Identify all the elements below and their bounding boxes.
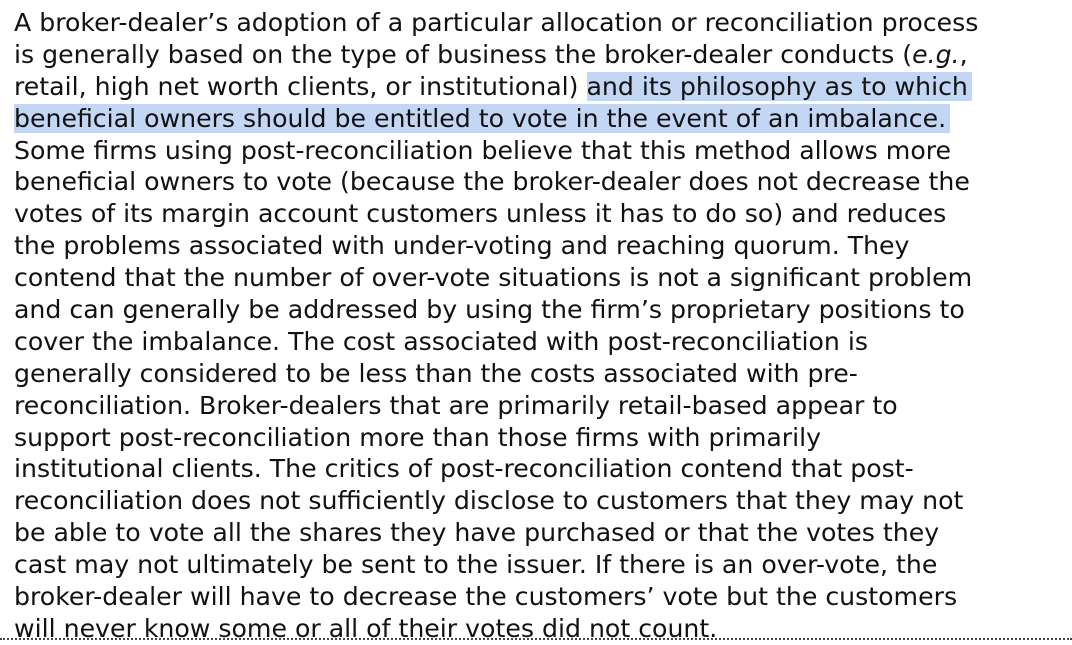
text-line: broker-dealer will have to decrease the … — [14, 581, 1064, 613]
text-segment: and can generally be addressed by using … — [14, 295, 965, 325]
text-segment: votes of its margin account customers un… — [14, 199, 947, 229]
text-line: support post-reconciliation more than th… — [14, 422, 1064, 454]
text-segment: support post-reconciliation more than th… — [14, 422, 822, 452]
page-edge-dotted-rule — [0, 638, 1072, 640]
text-line: votes of its margin account customers un… — [14, 198, 1064, 230]
text-segment: beneficial owners to vote (because the b… — [14, 167, 970, 197]
italic-text: e.g. — [912, 39, 960, 69]
text-line: cast may not ultimately be sent to the i… — [14, 549, 1064, 581]
text-segment: institutional clients. The critics of po… — [14, 454, 914, 484]
text-line: reconciliation does not sufficiently dis… — [14, 485, 1064, 517]
text-segment: cast may not ultimately be sent to the i… — [14, 550, 938, 580]
text-line: and can generally be addressed by using … — [14, 294, 1064, 326]
highlighted-text: beneficial owners should be entitled to … — [14, 103, 951, 133]
text-line: beneficial owners should be entitled to … — [14, 103, 1064, 135]
text-line: be able to vote all the shares they have… — [14, 517, 1064, 549]
text-segment: cover the imbalance. The cost associated… — [14, 326, 869, 356]
text-line: cover the imbalance. The cost associated… — [14, 326, 1064, 358]
text-segment: contend that the number of over-vote sit… — [14, 263, 973, 293]
text-line: is generally based on the type of busine… — [14, 39, 1064, 71]
text-line: the problems associated with under-votin… — [14, 230, 1064, 262]
text-segment: Some firms using post-reconciliation bel… — [14, 135, 952, 165]
text-line: beneficial owners to vote (because the b… — [14, 166, 1064, 198]
body-paragraph: A broker-dealer’s adoption of a particul… — [14, 7, 1064, 645]
text-segment: retail, high net worth clients, or insti… — [14, 71, 587, 101]
highlighted-text: and its philosophy as to which — [586, 71, 972, 101]
text-line: contend that the number of over-vote sit… — [14, 262, 1064, 294]
text-segment: be able to vote all the shares they have… — [14, 518, 940, 548]
text-line: institutional clients. The critics of po… — [14, 453, 1064, 485]
text-segment: the problems associated with under-votin… — [14, 231, 910, 261]
text-segment: A broker-dealer’s adoption of a particul… — [14, 8, 979, 37]
text-line: generally considered to be less than the… — [14, 358, 1064, 390]
text-line: retail, high net worth clients, or insti… — [14, 71, 1064, 103]
text-line: Some firms using post-reconciliation bel… — [14, 135, 1064, 167]
text-segment: broker-dealer will have to decrease the … — [14, 582, 958, 612]
text-line: will never know some or all of their vot… — [14, 613, 1064, 645]
text-segment: , — [959, 39, 968, 69]
text-segment: is generally based on the type of busine… — [14, 39, 913, 69]
text-segment: reconciliation. Broker-dealers that are … — [14, 390, 898, 420]
document-body: A broker-dealer’s adoption of a particul… — [14, 7, 1064, 645]
text-segment: reconciliation does not sufficiently dis… — [14, 486, 964, 516]
text-segment: generally considered to be less than the… — [14, 358, 858, 388]
text-line: reconciliation. Broker-dealers that are … — [14, 390, 1064, 422]
text-line: A broker-dealer’s adoption of a particul… — [14, 7, 1064, 39]
